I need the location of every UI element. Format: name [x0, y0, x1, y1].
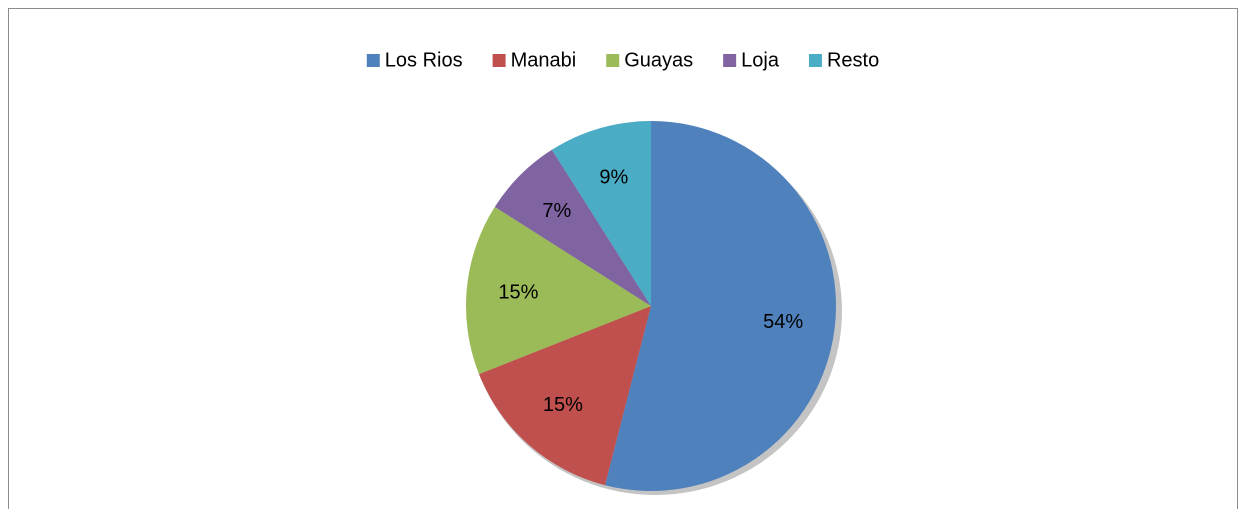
legend-swatch [808, 54, 822, 67]
pie-slice [466, 206, 651, 375]
legend-label: Resto [827, 49, 879, 71]
pie-slice [604, 121, 836, 492]
data-label: 15% [498, 282, 538, 304]
pie-slice [478, 306, 651, 486]
data-label: 54% [763, 311, 803, 333]
legend-swatch [723, 54, 737, 67]
legend-label: Los Rios [385, 49, 463, 71]
legend-swatch [492, 54, 506, 67]
data-label: 7% [542, 200, 571, 222]
legend-swatch [366, 54, 380, 67]
pie-slice [551, 121, 651, 306]
pie-slice [494, 149, 651, 306]
legend-label: Loja [741, 49, 780, 71]
legend-label: Guayas [624, 49, 693, 71]
data-label: 15% [543, 394, 583, 416]
data-label: 9% [599, 166, 628, 188]
legend-swatch [606, 54, 620, 67]
legend-label: Manabi [511, 49, 577, 71]
